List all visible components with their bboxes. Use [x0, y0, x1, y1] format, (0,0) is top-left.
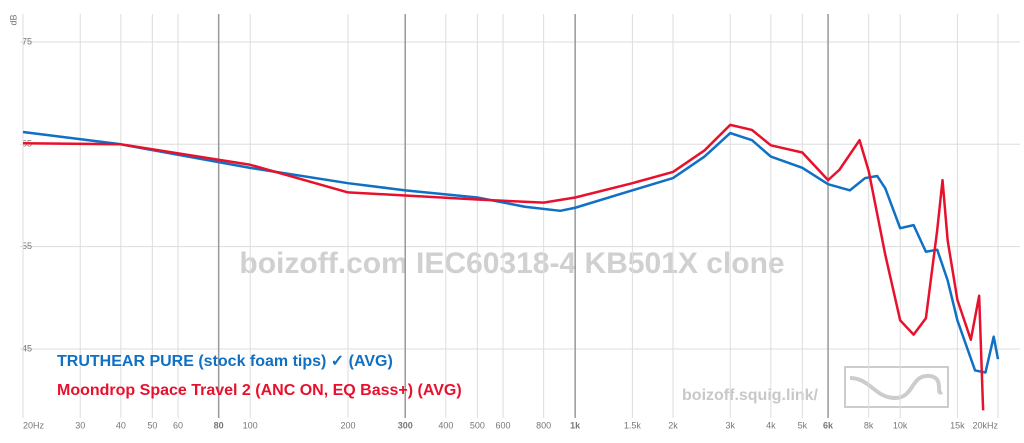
x-tick-label: 1k: [570, 420, 581, 430]
y-axis-label: dB: [8, 14, 18, 25]
x-tick-label: 400: [438, 420, 453, 430]
site-label: boizoff.squig.link/: [682, 387, 819, 404]
x-tick-label: 60: [173, 420, 183, 430]
x-tick-label: 8k: [864, 420, 874, 430]
x-tick-label: 4k: [766, 420, 776, 430]
x-tick-label: 40: [116, 420, 126, 430]
legend-entry: TRUTHEAR PURE (stock foam tips) ✓ (AVG): [57, 353, 393, 370]
watermark: boizoff.com IEC60318-4 KB501X clone: [239, 247, 784, 280]
x-tick-label: 5k: [798, 420, 808, 430]
logo-box: [844, 366, 949, 408]
x-tick-label: 1.5k: [624, 420, 642, 430]
x-tick-label: 3k: [725, 420, 735, 430]
x-tick-label: 300: [398, 420, 413, 430]
y-tick-label: 75: [22, 36, 32, 46]
x-tick-label: 600: [496, 420, 511, 430]
x-tick-label: 30: [75, 420, 85, 430]
x-tick-label: 200: [340, 420, 355, 430]
x-tick-label: 500: [470, 420, 485, 430]
series-line: [22, 123, 985, 411]
logo: [844, 366, 949, 408]
x-tick-label: 10k: [893, 420, 908, 430]
x-tick-label: 50: [147, 420, 157, 430]
x-tick-label: 100: [243, 420, 258, 430]
y-tick-label: 45: [22, 343, 32, 353]
x-tick-label: 20Hz: [23, 420, 45, 430]
x-tick-label: 20kHz: [972, 420, 998, 430]
x-tick-label: 2k: [668, 420, 678, 430]
logo-wave: [849, 373, 943, 401]
x-tick-label: 6k: [823, 420, 834, 430]
x-tick-label: 15k: [950, 420, 965, 430]
legend-entry: Moondrop Space Travel 2 (ANC ON, EQ Bass…: [57, 382, 462, 399]
y-tick-label: 55: [22, 241, 32, 251]
x-tick-label: 800: [536, 420, 551, 430]
series-line: [22, 130, 1000, 374]
x-tick-label: 80: [214, 420, 224, 430]
